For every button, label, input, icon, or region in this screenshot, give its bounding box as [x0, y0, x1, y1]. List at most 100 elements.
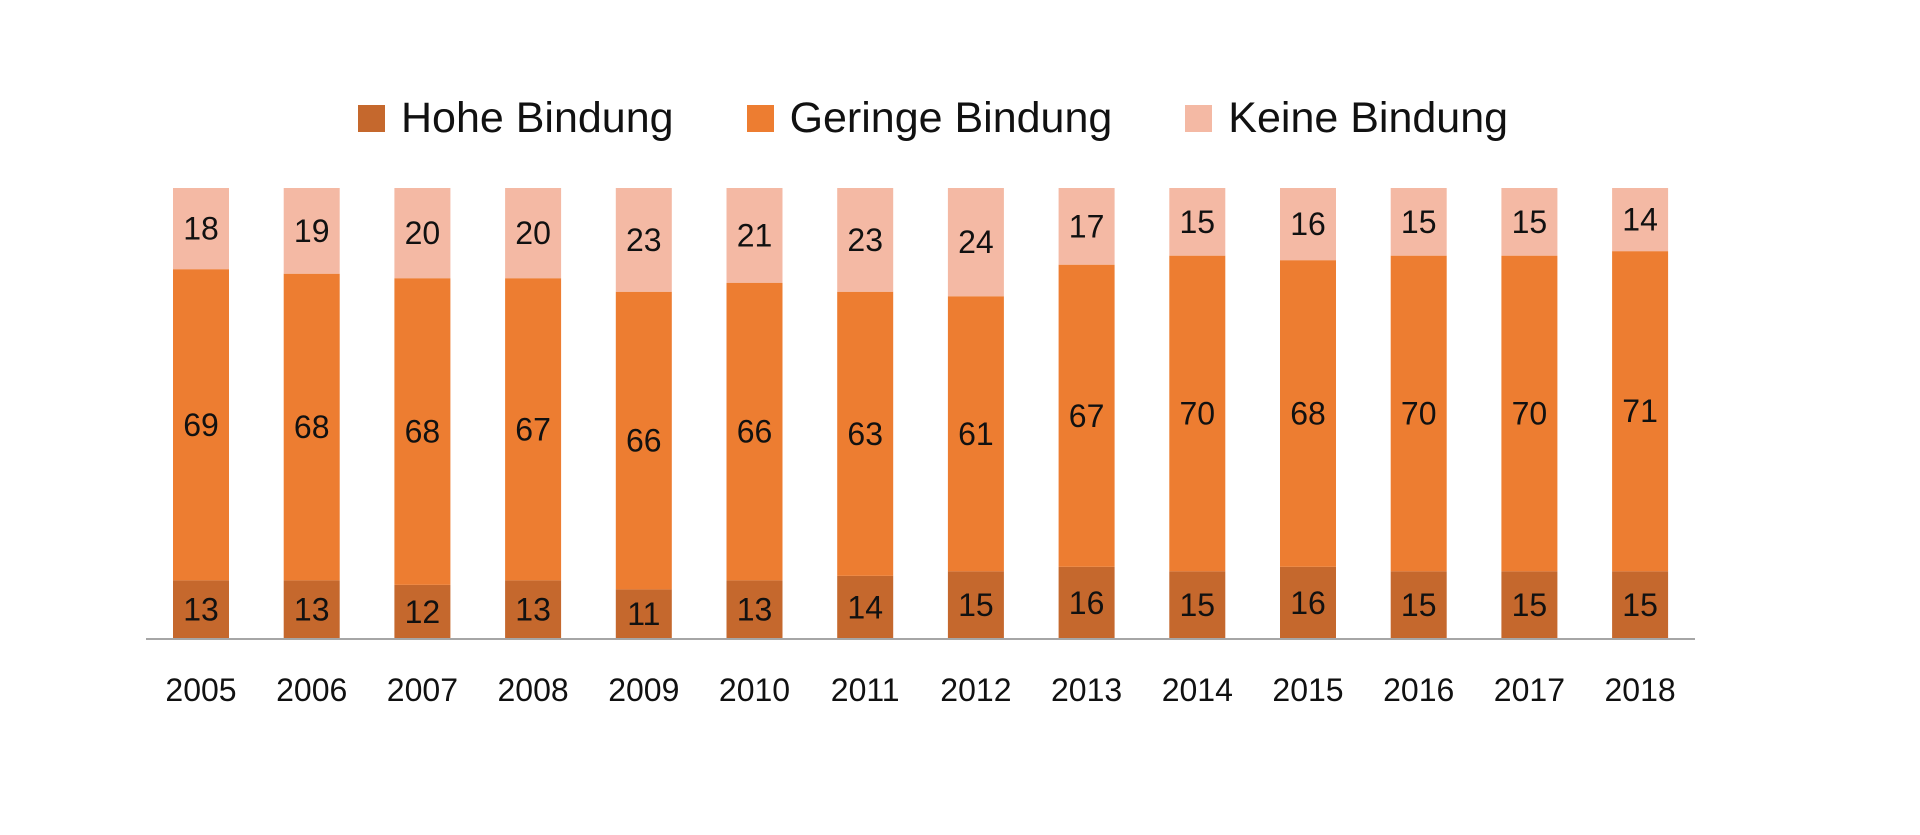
x-tick-label: 2006	[276, 672, 347, 708]
bar-segment-geringe	[947, 296, 1004, 572]
bar-segment-keine	[1390, 188, 1447, 256]
bar-segment-hohe	[1169, 571, 1226, 639]
bar-segment-keine	[947, 188, 1004, 297]
bar-segment-keine	[1280, 188, 1336, 261]
bar-segment-keine	[173, 188, 229, 270]
legend-label-geringe: Geringe Bindung	[789, 94, 1113, 142]
data-label-geringe: 67	[515, 411, 551, 447]
data-label-keine: 18	[183, 211, 219, 247]
data-label-hohe: 14	[847, 589, 883, 625]
data-label-keine: 16	[1290, 206, 1326, 242]
legend-item-hohe: Hohe Bindung	[358, 94, 674, 143]
data-label-hohe: 11	[627, 596, 660, 632]
data-label-geringe: 69	[183, 407, 219, 443]
x-tick-label: 2010	[719, 672, 790, 708]
bar-segment-keine	[1169, 188, 1226, 256]
x-tick-label: 2018	[1605, 672, 1676, 708]
bar-segment-hohe	[1058, 566, 1115, 639]
bar-segment-geringe	[173, 269, 229, 581]
data-label-keine: 21	[737, 217, 773, 253]
bar-segment-keine	[837, 188, 894, 292]
x-tick-label: 2014	[1162, 672, 1233, 708]
data-label-hohe: 13	[183, 592, 219, 628]
data-label-keine: 23	[626, 222, 662, 258]
data-label-hohe: 15	[958, 587, 994, 623]
data-label-hohe: 15	[1622, 587, 1658, 623]
data-label-geringe: 68	[294, 409, 330, 445]
data-label-hohe: 15	[1180, 587, 1216, 623]
bar-segment-geringe	[837, 291, 894, 576]
data-label-keine: 19	[294, 213, 330, 249]
data-label-keine: 15	[1512, 204, 1548, 240]
data-label-keine: 23	[847, 222, 883, 258]
data-label-hohe: 12	[405, 594, 441, 630]
legend-swatch-geringe	[746, 105, 774, 132]
data-label-keine: 14	[1622, 202, 1658, 238]
data-label-geringe: 70	[1512, 396, 1548, 432]
data-label-hohe: 13	[515, 592, 551, 628]
bar-segment-hohe	[947, 571, 1004, 639]
data-label-geringe: 70	[1180, 396, 1216, 432]
bar-segment-geringe	[1169, 255, 1226, 572]
legend-label-keine: Keine Bindung	[1228, 94, 1509, 142]
bar-segment-geringe	[394, 278, 451, 585]
data-label-hohe: 16	[1069, 585, 1105, 621]
data-label-hohe: 13	[737, 592, 773, 628]
data-label-hohe: 16	[1290, 585, 1326, 621]
x-tick-label: 2017	[1494, 672, 1565, 708]
bar-segment-keine	[394, 188, 451, 279]
data-label-geringe: 68	[1290, 396, 1326, 432]
bar-segment-hohe	[837, 575, 894, 639]
data-label-geringe: 70	[1401, 396, 1437, 432]
bar-segment-keine	[283, 188, 340, 274]
data-label-keine: 20	[405, 215, 441, 251]
legend-swatch-keine	[1185, 105, 1213, 132]
bar-segment-hohe	[1612, 571, 1669, 639]
bar-segment-geringe	[1390, 255, 1447, 572]
bar-segment-geringe	[505, 278, 562, 581]
chart-legend: Hohe Bindung Geringe Bindung Keine Bindu…	[358, 94, 1581, 143]
legend-item-geringe: Geringe Bindung	[746, 94, 1113, 143]
data-label-geringe: 68	[405, 414, 441, 450]
data-label-keine: 20	[515, 215, 551, 251]
x-tick-label: 2008	[498, 672, 569, 708]
bar-segment-keine	[726, 188, 783, 283]
bar-segment-hohe	[505, 580, 562, 639]
bar-segment-hohe	[615, 589, 672, 639]
bar-segment-hohe	[1390, 571, 1447, 639]
bar-segment-keine	[615, 188, 672, 292]
bar-segment-hohe	[394, 584, 451, 639]
data-label-hohe: 15	[1512, 587, 1548, 623]
x-tick-label: 2007	[387, 672, 458, 708]
bar-segment-geringe	[1501, 255, 1558, 572]
bar-segment-keine	[1501, 188, 1558, 256]
legend-label-hohe: Hohe Bindung	[401, 94, 674, 142]
x-tick-label: 2015	[1272, 672, 1343, 708]
data-label-geringe: 61	[958, 416, 994, 452]
bar-segment-keine	[1058, 188, 1115, 265]
data-label-keine: 24	[958, 224, 994, 260]
x-tick-label: 2012	[940, 672, 1011, 708]
data-label-keine: 17	[1069, 208, 1105, 244]
x-tick-label: 2013	[1051, 672, 1122, 708]
bar-segment-hohe	[1280, 566, 1336, 639]
bar-segment-geringe	[283, 273, 340, 581]
data-label-geringe: 66	[626, 423, 662, 459]
data-label-geringe: 67	[1069, 398, 1105, 434]
bar-segment-keine	[505, 188, 562, 279]
bar-segment-hohe	[726, 580, 783, 639]
x-tick-label: 2009	[608, 672, 679, 708]
data-label-keine: 15	[1180, 204, 1216, 240]
legend-swatch-hohe	[358, 105, 385, 132]
bar-segment-keine	[1612, 188, 1669, 252]
data-label-geringe: 63	[847, 416, 883, 452]
data-label-keine: 15	[1401, 204, 1437, 240]
bar-segment-hohe	[173, 580, 229, 639]
bar-segment-geringe	[1058, 264, 1115, 567]
data-label-hohe: 15	[1401, 587, 1437, 623]
data-label-geringe: 66	[737, 414, 773, 450]
x-tick-label: 2005	[165, 672, 236, 708]
bar-segment-geringe	[726, 282, 783, 581]
data-label-geringe: 71	[1622, 393, 1658, 429]
